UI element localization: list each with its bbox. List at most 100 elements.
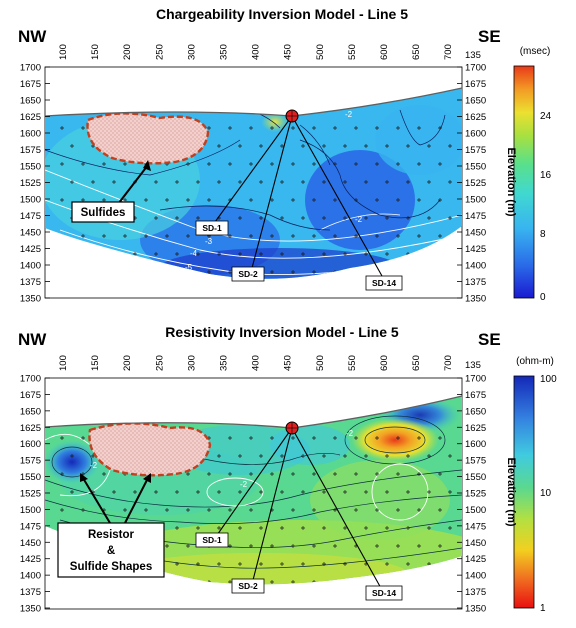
- sample-marker: [228, 234, 232, 238]
- se-label: SE: [478, 27, 501, 46]
- sample-marker: [154, 216, 158, 220]
- sample-marker: [343, 252, 347, 256]
- sample-marker: [354, 508, 358, 512]
- x-tick-label: 300: [186, 44, 197, 60]
- sample-marker: [333, 472, 337, 476]
- sample-marker: [249, 162, 253, 166]
- colorbar-tick: 100: [540, 374, 557, 385]
- sample-marker: [322, 490, 326, 494]
- sample-marker: [228, 270, 232, 274]
- y-tick-label: 1625: [465, 423, 486, 434]
- sample-marker: [364, 454, 368, 458]
- sample-marker: [60, 508, 64, 512]
- hole-label-sd14: SD-14: [372, 588, 396, 598]
- sample-marker: [406, 490, 410, 494]
- y-tick-label: 1375: [20, 277, 41, 288]
- sample-marker: [417, 198, 421, 202]
- y-tick-label: 1600: [465, 439, 486, 450]
- sample-marker: [301, 180, 305, 184]
- sample-marker: [417, 472, 421, 476]
- sample-marker: [133, 252, 137, 256]
- sample-marker: [238, 252, 242, 256]
- sample-marker: [217, 562, 221, 566]
- sample-marker: [70, 180, 74, 184]
- sample-marker: [249, 472, 253, 476]
- contour-label: -3: [205, 237, 213, 246]
- y-tick-label: 1700: [20, 63, 41, 74]
- y-tick-label: 1525: [465, 178, 486, 189]
- sample-marker: [60, 472, 64, 476]
- sample-marker: [196, 562, 200, 566]
- sample-marker: [448, 144, 452, 148]
- sample-marker: [123, 508, 127, 512]
- y-tick-label: 1575: [20, 145, 41, 156]
- contour-label: -2: [345, 110, 353, 119]
- sample-marker: [343, 180, 347, 184]
- sample-marker: [270, 198, 274, 202]
- colorbar-tick: 0: [540, 292, 546, 303]
- y-tick-label: 1475: [465, 211, 486, 222]
- sample-marker: [448, 526, 452, 530]
- sample-marker: [228, 508, 232, 512]
- sample-marker: [417, 162, 421, 166]
- nw-label: NW: [18, 27, 47, 46]
- y-tick-label: 1400: [465, 571, 486, 582]
- sample-marker: [385, 526, 389, 530]
- sample-marker: [228, 580, 232, 584]
- sample-marker: [81, 436, 85, 440]
- y-tick-label: 1500: [465, 195, 486, 206]
- sample-marker: [102, 198, 106, 202]
- sample-marker: [375, 508, 379, 512]
- chargeability-panel: Chargeability Inversion Model - Line 5 N…: [18, 6, 552, 305]
- y-tick-label: 1475: [20, 211, 41, 222]
- sample-marker: [228, 126, 232, 130]
- sample-marker: [448, 216, 452, 220]
- y-tick-label: 1600: [465, 129, 486, 140]
- sample-marker: [144, 198, 148, 202]
- sulfides-callout: Sulfides: [71, 160, 151, 223]
- sample-marker: [333, 126, 337, 130]
- colorbar-tick: 16: [540, 170, 552, 181]
- colorbar-tick: 10: [540, 488, 552, 499]
- y-tick-label: 1675: [20, 79, 41, 90]
- x-tick-labels: 100 150 200 250 300 350 400 450 500 550 600 650 700 1…: [58, 355, 481, 383]
- sample-marker: [312, 198, 316, 202]
- sample-marker: [259, 454, 263, 458]
- sample-marker: [165, 544, 169, 548]
- x-tick-label: 650: [411, 44, 422, 60]
- y-tick-label: 1525: [465, 489, 486, 500]
- x-tick-label: 700: [443, 355, 454, 371]
- x-tick-label: 250: [154, 44, 165, 60]
- contour-label: -4: [190, 249, 198, 258]
- sample-marker: [228, 436, 232, 440]
- sample-marker: [291, 544, 295, 548]
- y-tick-label: 1675: [20, 390, 41, 401]
- sample-marker: [280, 562, 284, 566]
- sample-marker: [259, 562, 263, 566]
- y-tick-label: 1575: [465, 456, 486, 467]
- sample-marker: [81, 162, 85, 166]
- x-tick-label: 150: [90, 355, 101, 371]
- y-tick-label: 1650: [465, 96, 486, 107]
- sample-marker: [207, 270, 211, 274]
- drill-holes: SD-1 SD-2 SD-14: [195, 109, 403, 291]
- sample-marker: [291, 234, 295, 238]
- sample-marker: [280, 180, 284, 184]
- sample-marker: [301, 454, 305, 458]
- sample-marker: [354, 436, 358, 440]
- sample-marker: [375, 234, 379, 238]
- sample-marker: [354, 234, 358, 238]
- sample-marker: [196, 526, 200, 530]
- sample-marker: [291, 580, 295, 584]
- sample-marker: [427, 144, 431, 148]
- sample-marker: [217, 144, 221, 148]
- sample-marker: [217, 252, 221, 256]
- sample-marker: [406, 562, 410, 566]
- sample-marker: [259, 490, 263, 494]
- sample-marker: [322, 562, 326, 566]
- sample-marker: [196, 180, 200, 184]
- y-tick-label: 1550: [20, 472, 41, 483]
- x-tick-label: 100: [58, 355, 69, 371]
- sample-marker: [312, 508, 316, 512]
- sample-marker: [280, 216, 284, 220]
